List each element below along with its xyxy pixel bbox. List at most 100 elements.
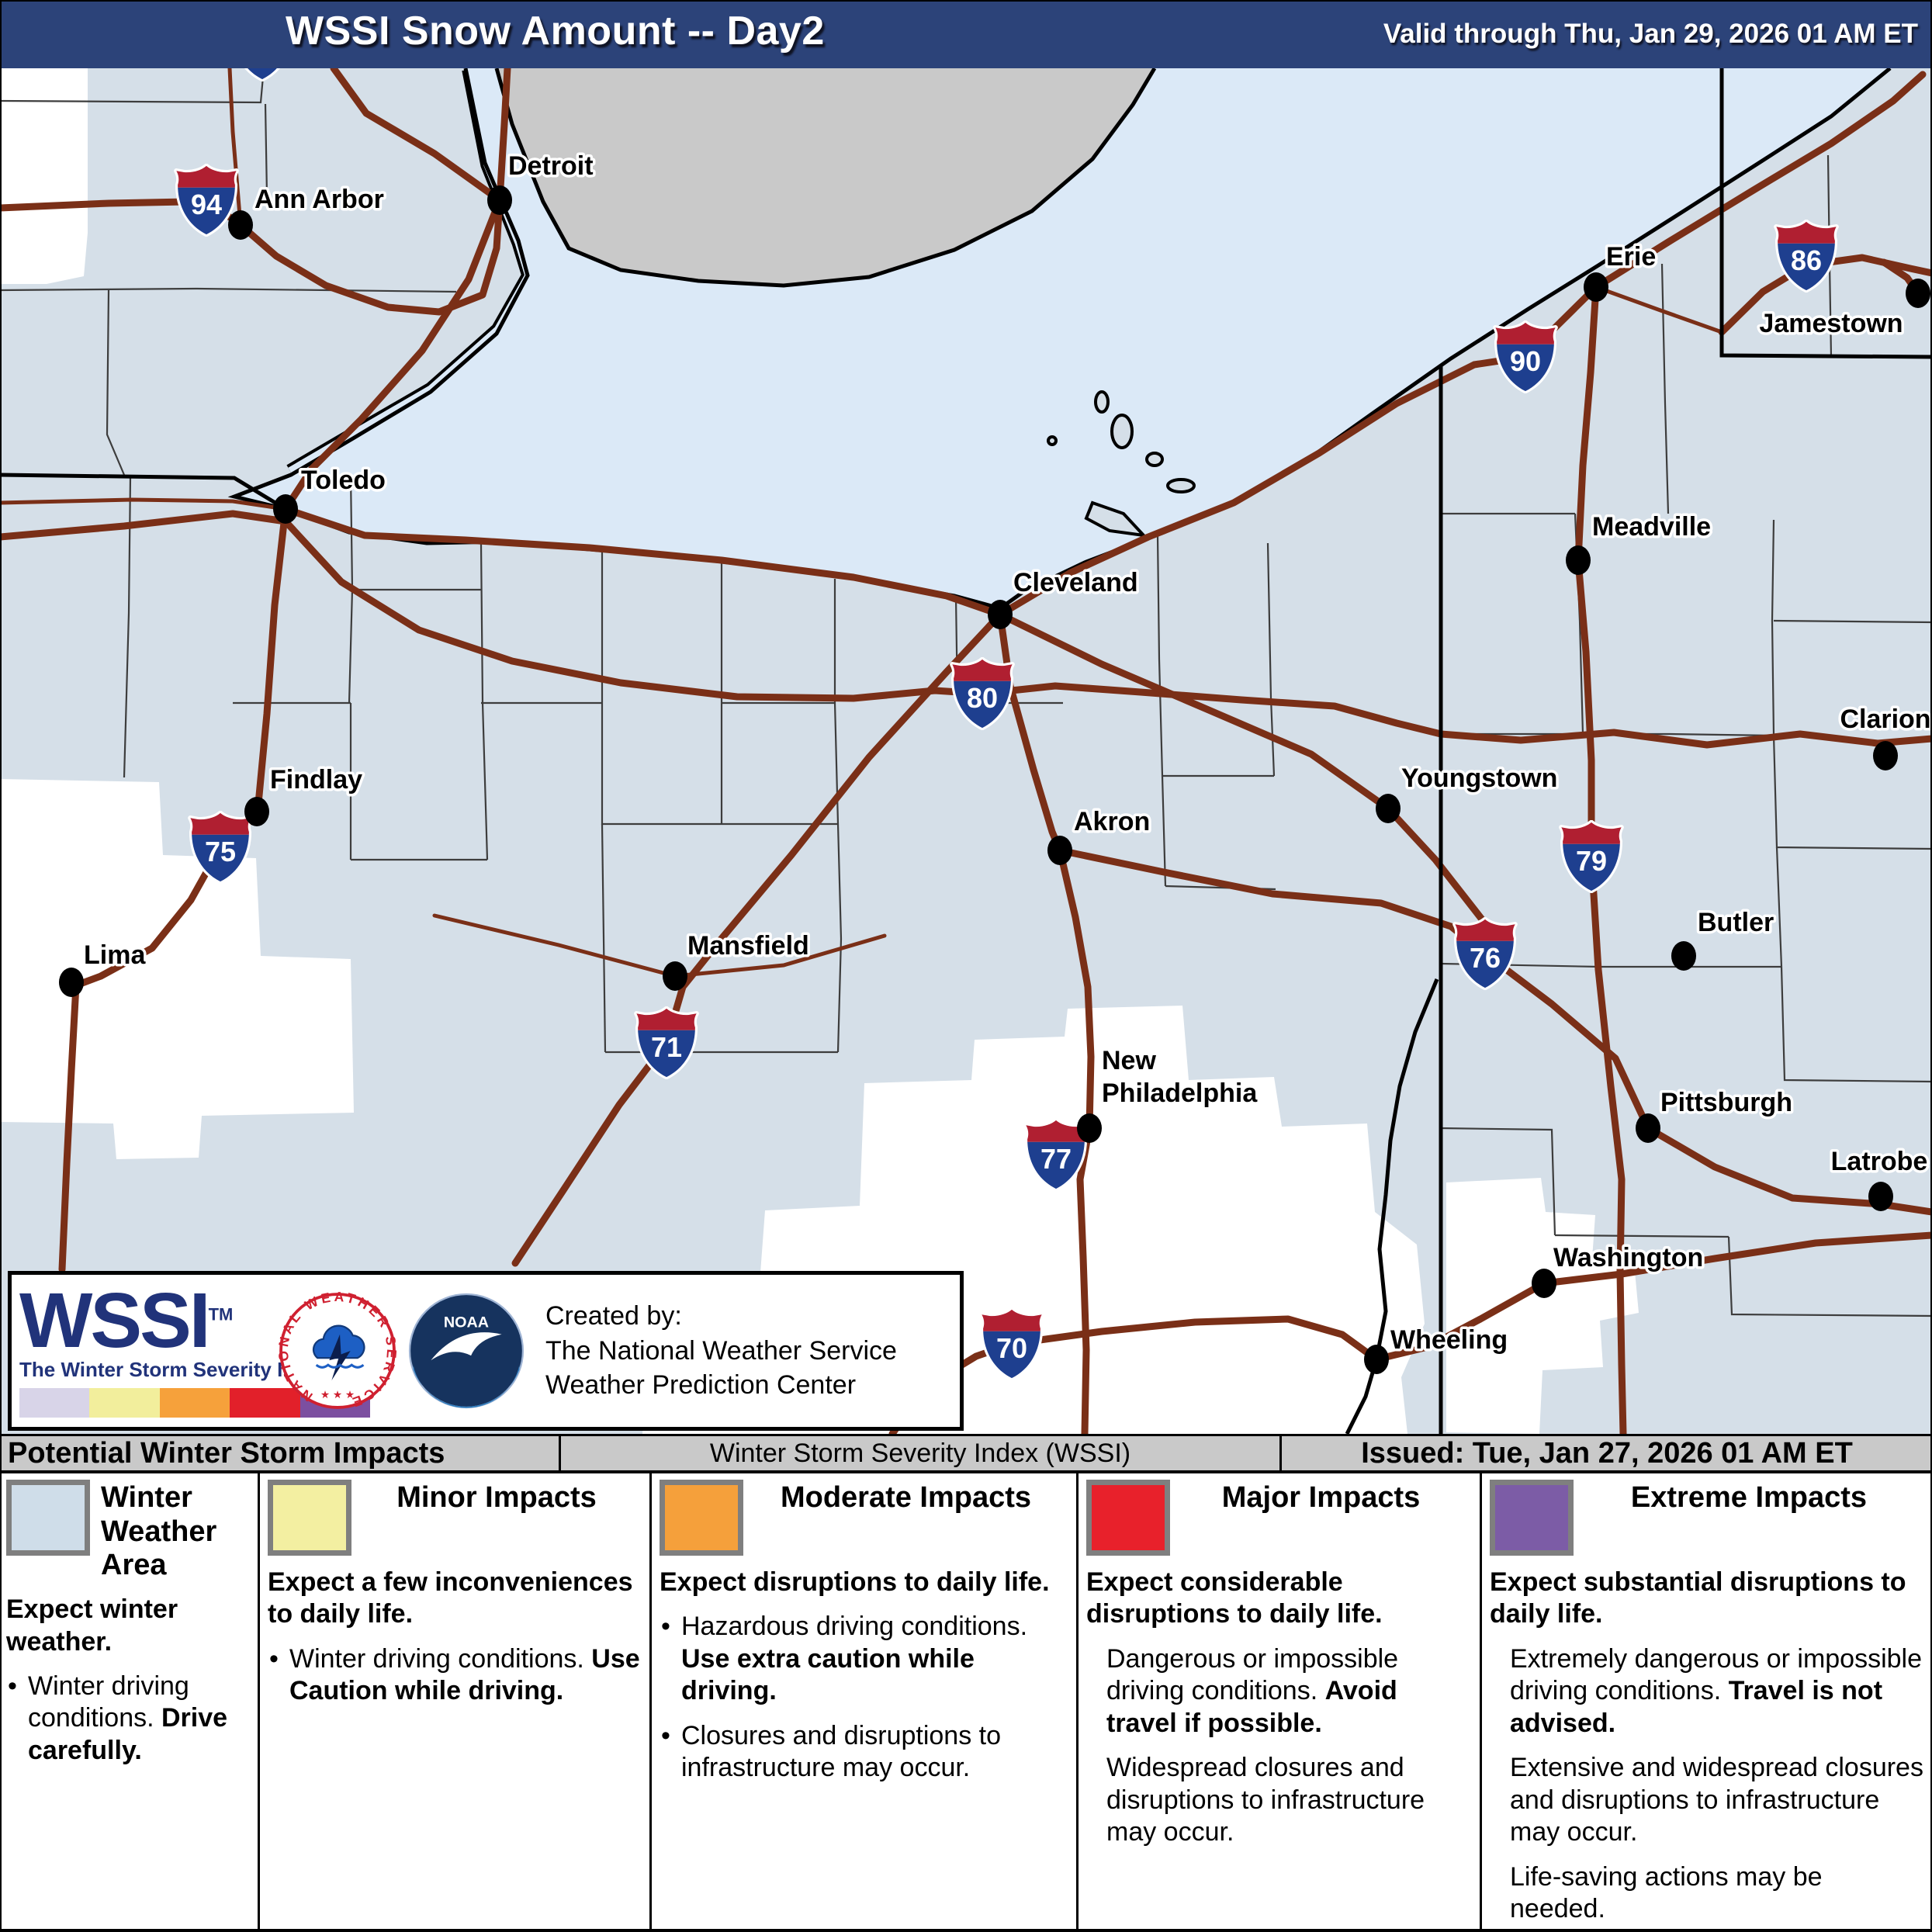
created-by-text: Created by: The National Weather Service… [545,1299,897,1404]
city-dot-washington [1532,1269,1556,1298]
city-label-wheeling: Wheeling [1390,1325,1508,1355]
legend-paragraph: Expect disruptions to daily life. [660,1567,1050,1597]
city-label-erie: Erie [1606,242,1656,272]
city-dot-toledo [273,494,298,524]
legend-column-minor-impacts: Minor Impacts Expect a few inconveniences… [260,1473,652,1929]
city-label-lima: Lima [84,940,146,970]
city-dot-youngstown [1376,794,1401,823]
city-dot-new-philadelphia [1077,1113,1102,1143]
nws-logo-icon: NATIONAL WEATHER SERVICE ★ ★ ★ [279,1292,396,1410]
wssi-wordmark: WSSITM The Winter Storm Severity Index [19,1282,371,1418]
canada-shoreline [494,68,1157,288]
interstate-94-number: 94 [191,189,222,220]
city-dot-pittsburgh [1636,1113,1660,1143]
legend-paragraph: Extensive and widespread closures and di… [1510,1753,1923,1847]
status-bar: Potential Winter Storm Impacts Winter St… [0,1434,1932,1473]
legend-column-moderate-impacts: Moderate Impacts Expect disruptions to da… [652,1473,1079,1929]
city-label-new-philadelphia: New Philadelphia [1102,1046,1258,1108]
city-dot-jamestown [1906,279,1930,308]
status-bar-issued: Issued: Tue, Jan 27, 2026 01 AM ET [1361,1436,1853,1470]
city-label-youngstown: Youngstown [1401,763,1557,793]
state-boundaries [0,68,1932,1434]
legend-paragraph: Expect substantial disruptions to daily … [1490,1567,1906,1629]
city-dot-ann-arbor [228,210,253,240]
city-dot-detroit [487,185,512,215]
city-label-pittsburgh: Pittsburgh [1660,1088,1792,1117]
impacts-legend: Winter Weather Area Expect winter weather… [0,1473,1932,1932]
legend-column-major-impacts: Major Impacts Expect considerable disrupt… [1079,1473,1482,1929]
legend-paragraph: Life-saving actions may be needed. [1510,1861,1823,1924]
legend-paragraph: Expect a few inconveniences to daily lif… [268,1567,633,1629]
map-canvas: 94 90 86 80 75 79 76 71 77 70 Detroit Ann Arbor Tol… [0,68,1932,1434]
interstate-80-number: 80 [967,682,998,714]
city-dot-mansfield [663,961,687,991]
status-bar-left: Potential Winter Storm Impacts [0,1436,561,1470]
interstate-roads [0,68,1932,1434]
interstate-shields: 94 90 86 80 75 79 76 71 77 70 [171,68,1841,1380]
page-title: WSSI Snow Amount -- Day2 [286,9,825,54]
city-label-meadville: Meadville [1592,512,1711,542]
legend-swatch-winter-weather-area [6,1480,90,1556]
legend-title-minor-impacts: Minor Impacts [396,1481,597,1514]
interstate-90-number: 90 [1510,345,1541,377]
city-dot-cleveland [988,600,1013,629]
noaa-logo-icon: NOAA [408,1293,525,1409]
wssi-text: WSSI [19,1276,211,1364]
legend-paragraph: Expect considerable disruptions to daily… [1086,1567,1383,1629]
created-by-line1: The National Weather Service [545,1335,897,1366]
legend-paragraph: Hazardous driving conditions. Use extra … [660,1611,1068,1707]
header-bar: WSSI Snow Amount -- Day2 Valid through T… [0,0,1932,68]
city-dot-findlay [244,797,269,826]
wssi-logo-box: WSSITM The Winter Storm Severity Index N… [8,1271,964,1431]
legend-swatch-extreme-impacts [1490,1480,1574,1556]
legend-paragraph: Extremely dangerous or impossible drivin… [1510,1643,1923,1738]
wssi-strip-swatch-1 [89,1387,160,1418]
legend-title-moderate-impacts: Moderate Impacts [780,1481,1032,1514]
city-dot-latrobe [1868,1182,1893,1211]
status-bar-center: Winter Storm Severity Index (WSSI) [561,1436,1282,1470]
wssi-tagline: The Winter Storm Severity Index [19,1357,330,1381]
svg-text:★ ★ ★: ★ ★ ★ [320,1389,355,1401]
wssi-tm: TM [208,1304,234,1324]
city-label-akron: Akron [1074,807,1150,836]
city-dot-erie [1584,272,1608,302]
legend-title-winter-weather-area: Winter Weather Area [101,1481,217,1582]
city-label-cleveland: Cleveland [1013,568,1138,597]
city-dot-akron [1047,836,1072,865]
city-label-jamestown: Jamestown [1759,309,1903,338]
legend-column-extreme-impacts: Extreme Impacts Expect substantial disrup… [1482,1473,1932,1929]
legend-swatch-major-impacts [1086,1480,1170,1556]
legend-paragraph: Closures and disruptions to infrastructu… [660,1720,1068,1785]
city-label-washington: Washington [1553,1243,1703,1272]
city-dot-wheeling [1364,1345,1389,1374]
legend-paragraph: Winter driving conditions. Drive careful… [6,1671,254,1767]
city-label-toledo: Toledo [301,466,386,495]
wssi-strip-swatch-0 [19,1387,90,1418]
city-dot-butler [1671,941,1696,971]
legend-column-winter-weather-area: Winter Weather Area Expect winter weather… [0,1473,260,1929]
city-dot-clarion [1873,741,1898,770]
created-by-line2: Weather Prediction Center [545,1370,857,1401]
wssi-strip-swatch-3 [230,1387,300,1418]
valid-through-text: Valid through Thu, Jan 29, 2026 01 AM ET [1383,19,1918,49]
svg-text:NOAA: NOAA [444,1314,489,1331]
legend-swatch-minor-impacts [268,1480,351,1556]
city-label-latrobe: Latrobe [1831,1147,1928,1176]
interstate-71-number: 71 [651,1031,682,1063]
city-label-detroit: Detroit [508,151,594,181]
city-label-findlay: Findlay [270,765,362,795]
city-dot-meadville [1566,545,1591,575]
created-by-label: Created by: [545,1300,682,1331]
legend-paragraph: Winter driving conditions. Use Caution w… [268,1643,642,1708]
city-label-ann-arbor: Ann Arbor [254,185,384,214]
interstate-79-number: 79 [1576,845,1607,877]
legend-title-extreme-impacts: Extreme Impacts [1630,1481,1868,1514]
lake-islands [1047,390,1196,538]
interstate-86-number: 86 [1791,244,1822,276]
legend-title-major-impacts: Major Impacts [1221,1481,1421,1514]
legend-paragraph: Dangerous or impossible driving conditio… [1106,1643,1399,1738]
interstate-77-number: 77 [1040,1143,1072,1175]
legend-paragraph: Expect winter weather. [6,1594,178,1657]
city-label-butler: Butler [1698,908,1774,937]
city-label-mansfield: Mansfield [687,931,809,961]
